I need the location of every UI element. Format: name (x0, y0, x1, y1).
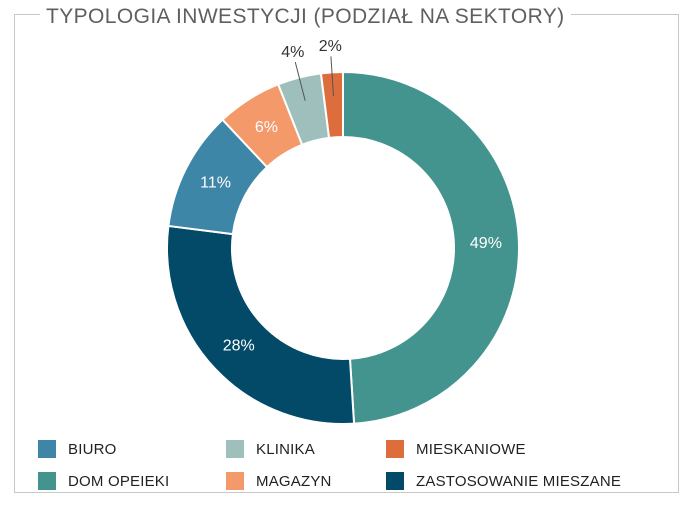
legend-swatch (226, 440, 244, 458)
legend-swatch (386, 472, 404, 490)
slice-mieskaniowe (319, 70, 344, 139)
legend-swatch (386, 440, 404, 458)
slice-label: 6% (255, 119, 278, 136)
legend-label: KLINIKA (256, 440, 315, 458)
legend-label: BIURO (68, 440, 117, 458)
leader-line (330, 56, 334, 97)
legend-item-zastosowanie-mieszane: ZASTOSOWANIE MIESZANE (386, 472, 621, 490)
slice-label: 28% (223, 337, 255, 354)
legend-item-magazyn: MAGAZYN (226, 472, 332, 490)
legend-item-mieskaniowe: MIESKANIOWE (386, 440, 526, 458)
slice-zastosowanie-mieszane (166, 224, 356, 425)
slice-dom-opeieki (342, 70, 520, 425)
legend-swatch (38, 472, 56, 490)
chart-title: TYPOLOGIA INWESTYCJI (PODZIAŁ NA SEKTORY… (40, 5, 571, 29)
slice-label: 2% (319, 38, 342, 55)
slice-label: 49% (470, 235, 502, 252)
legend-swatch (38, 440, 56, 458)
legend-label: ZASTOSOWANIE MIESZANE (416, 472, 622, 490)
legend-item-klinika: KLINIKA (226, 440, 315, 458)
legend-label: DOM OPEIEKI (68, 472, 170, 490)
legend-label: MAGAZYN (256, 472, 332, 490)
slice-label: 4% (281, 44, 304, 61)
legend-swatch (226, 472, 244, 490)
legend-label: MIESKANIOWE (416, 440, 526, 458)
slice-label: 11% (200, 175, 231, 192)
legend-item-dom-opeieki: DOM OPEIEKI (38, 472, 169, 490)
legend-item-biuro: BIURO (38, 440, 117, 458)
leader-line (294, 61, 306, 101)
